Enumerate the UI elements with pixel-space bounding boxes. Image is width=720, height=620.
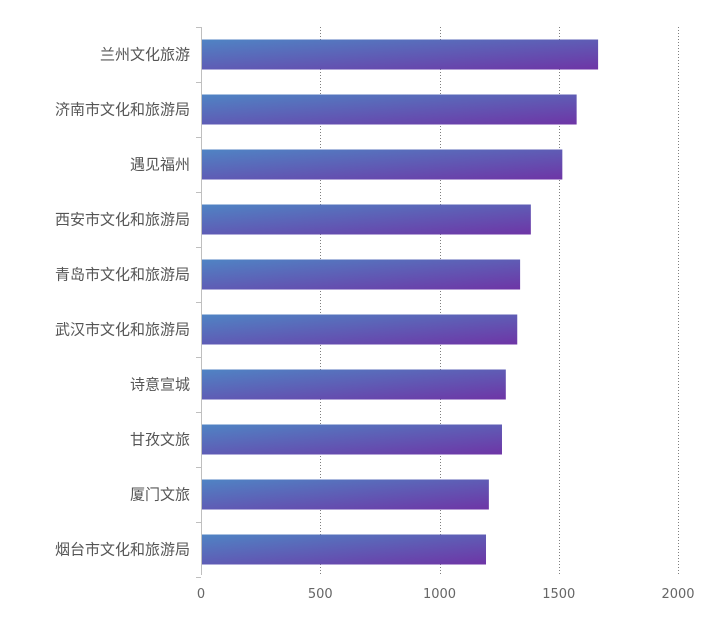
category-label-0: 兰州文化旅游 — [100, 46, 190, 64]
x-tick-label-500: 500 — [308, 587, 333, 602]
bar-2 — [201, 149, 563, 180]
x-tick-labels: 0 500 1000 1500 2000 — [197, 587, 695, 602]
category-label-6: 诗意宣城 — [130, 376, 190, 394]
category-label-7: 甘孜文旅 — [130, 431, 190, 449]
category-label-4: 青岛市文化和旅游局 — [55, 266, 190, 284]
bar-7 — [201, 424, 502, 455]
x-tick-label-1500: 1500 — [542, 587, 575, 602]
category-label-9: 烟台市文化和旅游局 — [55, 541, 190, 559]
bar-5 — [201, 314, 518, 345]
bar-8 — [201, 479, 489, 510]
bar-9 — [201, 534, 487, 565]
category-labels: 兰州文化旅游济南市文化和旅游局遇见福州西安市文化和旅游局青岛市文化和旅游局武汉市… — [55, 46, 190, 559]
category-label-8: 厦门文旅 — [130, 486, 190, 504]
axes — [196, 27, 202, 578]
category-label-5: 武汉市文化和旅游局 — [55, 321, 190, 339]
bar-6 — [201, 369, 506, 400]
x-tick-label-2000: 2000 — [661, 587, 694, 602]
category-label-1: 济南市文化和旅游局 — [55, 101, 190, 119]
bar-3 — [201, 204, 531, 235]
bar-1 — [201, 94, 577, 125]
x-tick-label-1000: 1000 — [423, 587, 456, 602]
bars — [201, 39, 599, 565]
category-label-3: 西安市文化和旅游局 — [55, 211, 190, 229]
x-tick-label-0: 0 — [197, 587, 205, 602]
bar-0 — [201, 39, 599, 70]
category-label-2: 遇见福州 — [130, 156, 190, 174]
bar-4 — [201, 259, 521, 290]
